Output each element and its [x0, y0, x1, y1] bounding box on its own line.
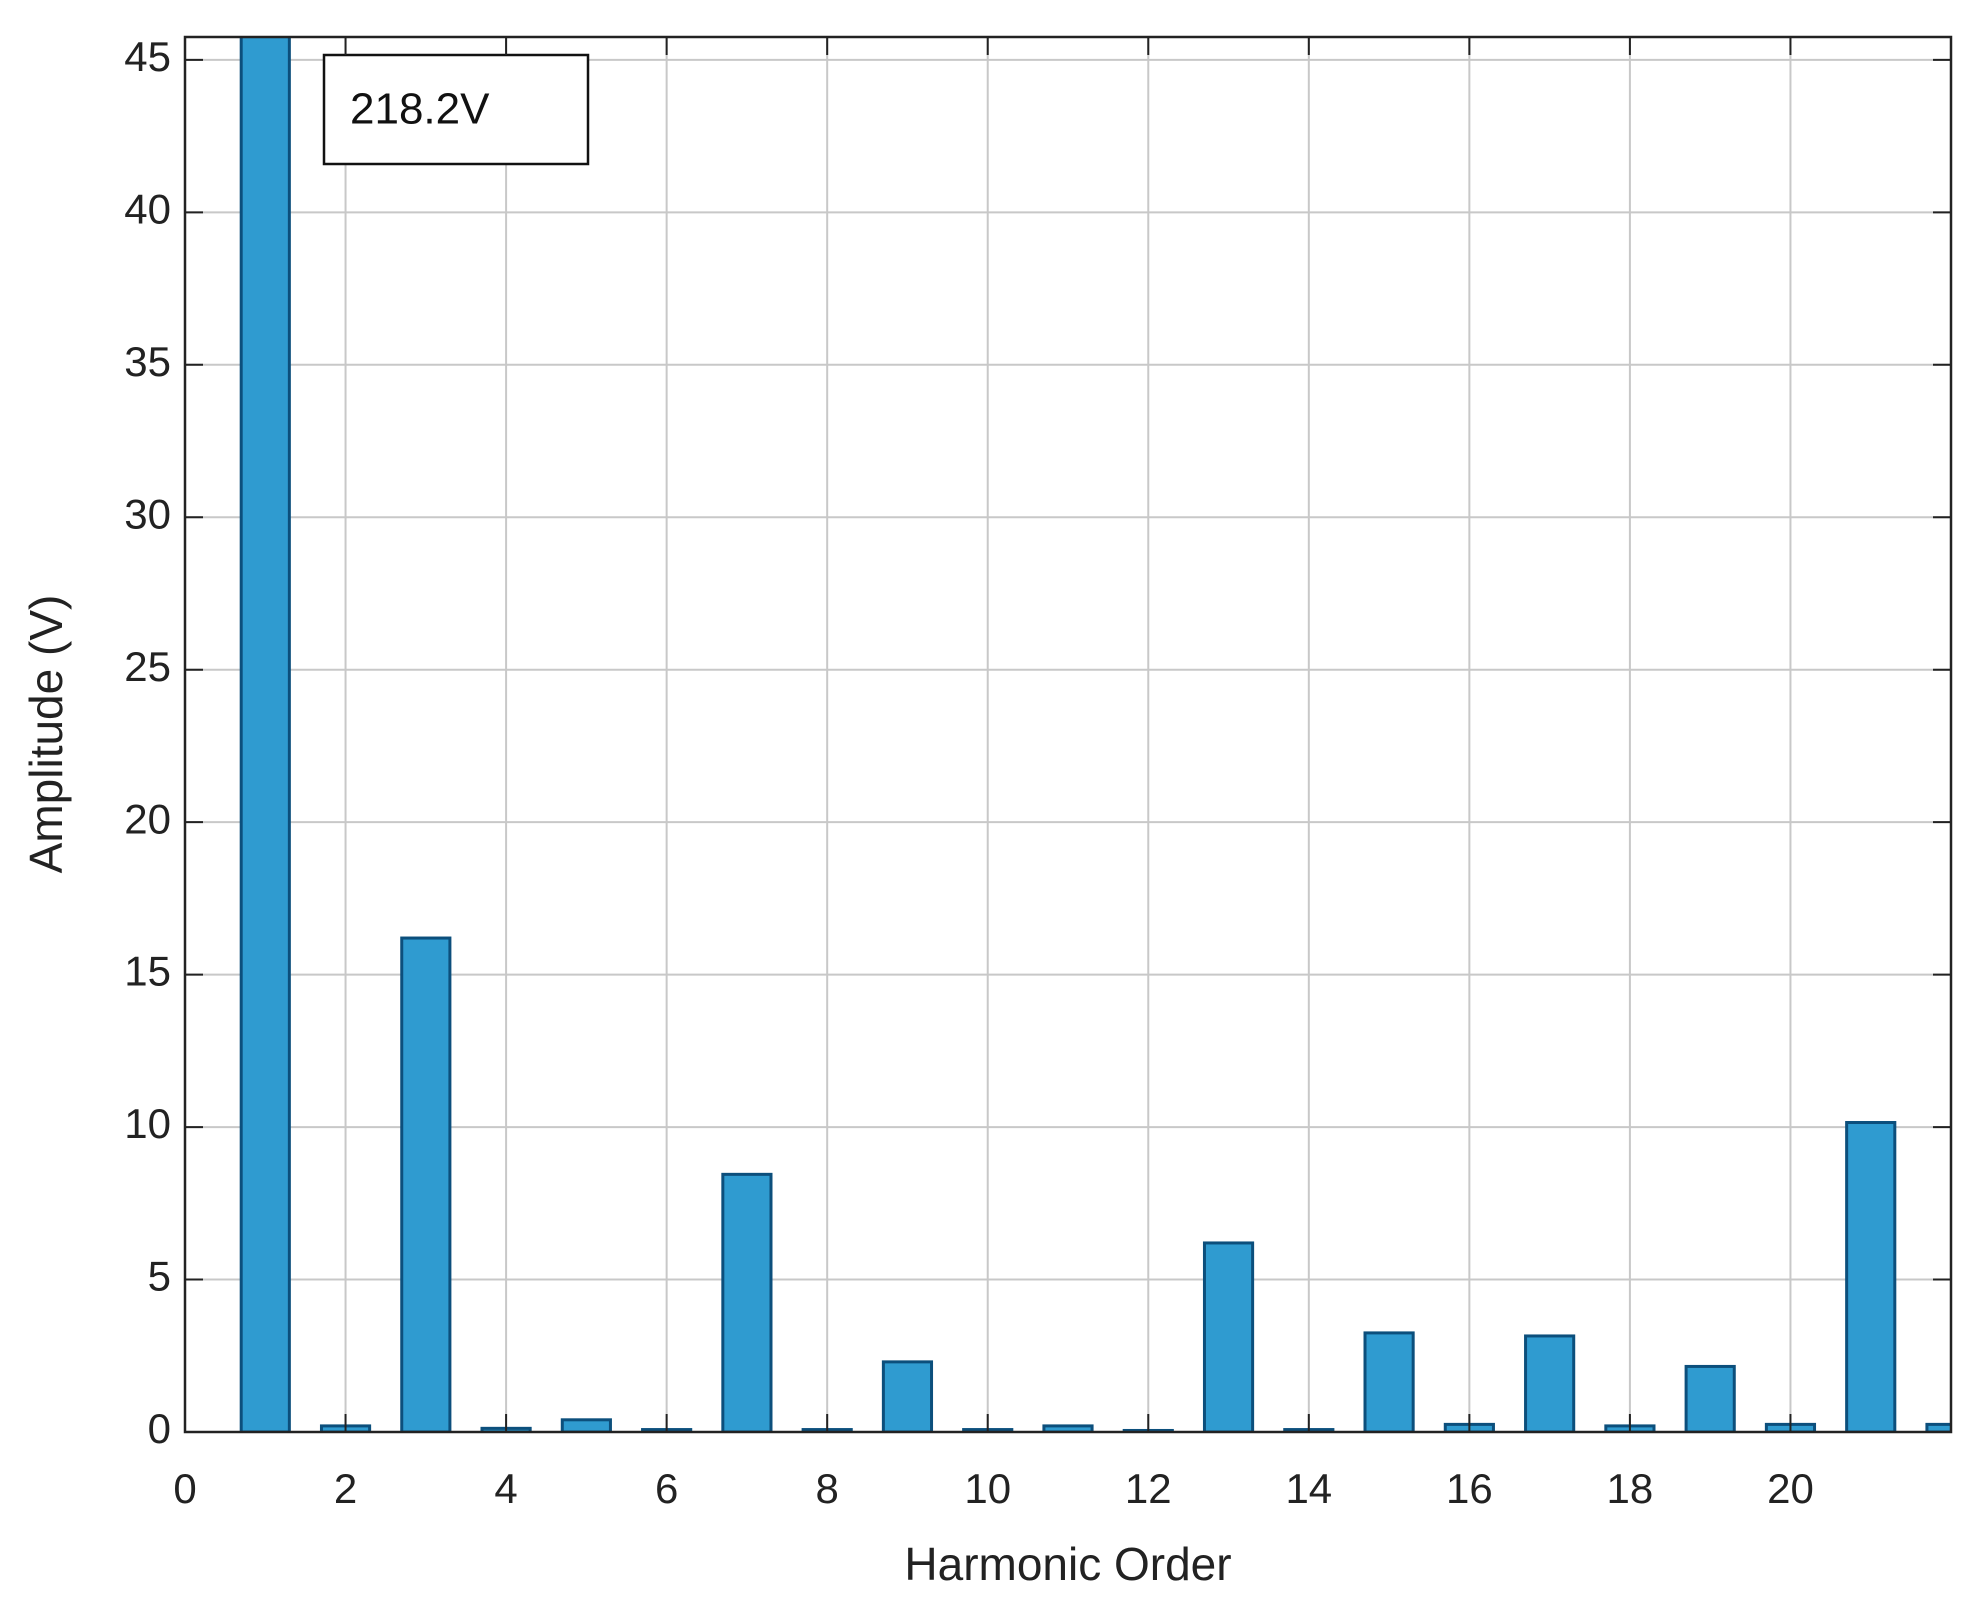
x-tick-label: 4	[494, 1465, 517, 1512]
bar	[1202, 1241, 1255, 1432]
bar	[1845, 1121, 1897, 1432]
y-tick-label: 15	[124, 948, 171, 995]
bar	[1363, 1331, 1415, 1432]
x-tick-label: 18	[1607, 1465, 1654, 1512]
y-tick-label: 20	[124, 795, 171, 842]
annotation: 218.2V	[350, 85, 490, 134]
bars	[239, 37, 1951, 1432]
x-tick-label: 20	[1767, 1465, 1814, 1512]
plot-frame	[183, 35, 1953, 1434]
x-tick-label: 0	[173, 1465, 196, 1512]
y-tick-label: 45	[124, 33, 171, 80]
bar	[560, 1418, 612, 1432]
x-tick-label: 8	[816, 1465, 839, 1512]
x-tick-label: 10	[964, 1465, 1011, 1512]
y-tick-label: 5	[148, 1253, 171, 1300]
x-tick-label: 14	[1285, 1465, 1332, 1512]
y-tick-label: 10	[124, 1100, 171, 1147]
y-tick-label: 0	[148, 1405, 171, 1452]
y-axis-label: Amplitude (V)	[20, 595, 72, 874]
x-tick-label: 12	[1125, 1465, 1172, 1512]
bar	[400, 936, 452, 1432]
y-tick-label: 25	[124, 643, 171, 690]
bar	[881, 1360, 934, 1432]
y-tick-label: 40	[124, 185, 171, 232]
x-tick-label: 6	[655, 1465, 678, 1512]
bar	[721, 1172, 773, 1432]
bar	[1684, 1364, 1736, 1432]
annotation-box	[322, 53, 590, 166]
x-tick-label: 2	[334, 1465, 357, 1512]
x-axis-label: Harmonic Order	[904, 1538, 1231, 1590]
bar	[1524, 1334, 1576, 1432]
bar	[1925, 1422, 1951, 1432]
y-tick-label: 35	[124, 338, 171, 385]
bar	[239, 37, 291, 1432]
y-tick-label: 30	[124, 490, 171, 537]
x-tick-label: 16	[1446, 1465, 1493, 1512]
